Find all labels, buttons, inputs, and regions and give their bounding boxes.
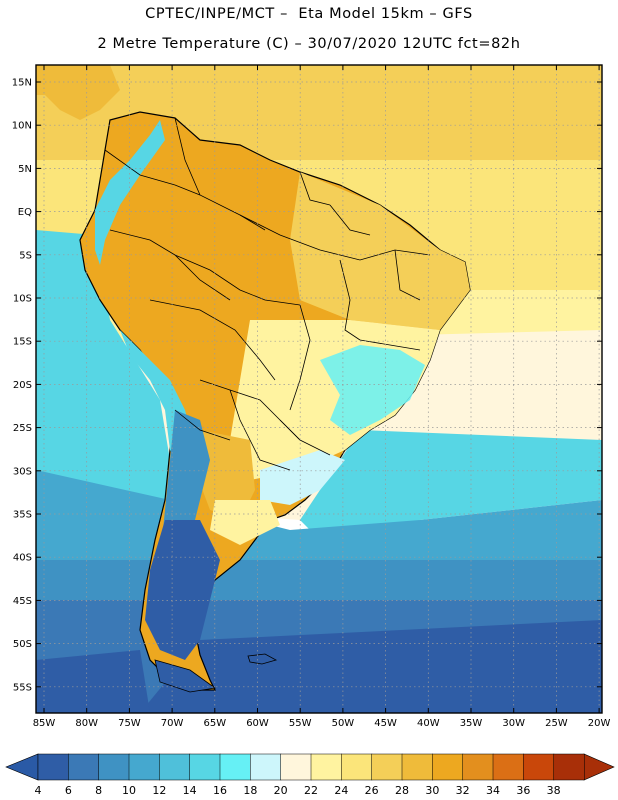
- colorbar-label: 34: [486, 784, 500, 797]
- colorbar-swatch: [462, 753, 494, 781]
- land-warm-argentina: [195, 430, 255, 520]
- lon-label: 35W: [460, 718, 483, 729]
- lat-label: 35S: [13, 510, 32, 521]
- lat-label: 45S: [13, 596, 32, 607]
- colorbar-label: 22: [304, 784, 318, 797]
- lat-label: 50S: [13, 639, 32, 650]
- land-pale-pampas: [210, 500, 280, 545]
- colorbar-swatch: [98, 753, 130, 781]
- colorbar-swatch: [68, 753, 100, 781]
- colorbar-label: 14: [183, 784, 197, 797]
- andes-north: [95, 120, 165, 265]
- lon-label: 20W: [588, 718, 611, 729]
- colorbar-swatch: [492, 753, 524, 781]
- map-title: CPTEC/INPE/MCT – Eta Model 15km – GFS: [145, 6, 473, 22]
- lat-label: EQ: [18, 207, 32, 218]
- ocean-deep-west: [36, 650, 150, 713]
- lat-label: 5N: [18, 164, 32, 175]
- lon-label: 80W: [75, 718, 98, 729]
- lon-label: 40W: [417, 718, 440, 729]
- colorbar-swatch: [371, 753, 403, 781]
- lat-label: 40S: [13, 553, 32, 564]
- colorbar-swatch: [310, 753, 342, 781]
- colorbar-label: 26: [365, 784, 379, 797]
- lon-label: 85W: [33, 718, 56, 729]
- colorbar-label: 24: [334, 784, 348, 797]
- lat-label: 20S: [13, 380, 32, 391]
- central-america: [36, 65, 120, 120]
- colorbar-label: 6: [65, 784, 72, 797]
- colorbar-swatch: [128, 753, 160, 781]
- lat-label: 10N: [12, 121, 32, 132]
- map-frame: [35, 64, 603, 714]
- colorbar: 4 6 8 10 12 14 16 18 20 22 24 26 28 30 32 34 36 38: [5, 753, 615, 797]
- colorbar-label: 4: [35, 784, 42, 797]
- latitude-axis: 15N 10N 5N EQ 5S 10S 15S 20S 25S 30S 35S 40S 45S 50S 5…: [12, 78, 602, 693]
- colorbar-label: 28: [395, 784, 409, 797]
- ocean-warm-west: [36, 230, 180, 520]
- patagonia-cold: [145, 520, 220, 660]
- lon-label: 50W: [332, 718, 355, 729]
- colorbar-swatch: [401, 753, 433, 781]
- lon-label: 55W: [289, 718, 312, 729]
- graticule: [36, 65, 602, 713]
- colorbar-label: 16: [213, 784, 227, 797]
- colorbar-label: 10: [122, 784, 136, 797]
- colorbar-swatch: [159, 753, 191, 781]
- lon-label: 70W: [161, 718, 184, 729]
- colorbar-label: 30: [425, 784, 439, 797]
- colorbar-swatch: [341, 753, 373, 781]
- colorbar-over-arrow: [583, 753, 615, 781]
- lat-label: 5S: [19, 250, 32, 261]
- colorbar-swatch: [523, 753, 555, 781]
- colorbar-swatch: [250, 753, 282, 781]
- colorbar-label: 32: [456, 784, 470, 797]
- lon-label: 75W: [118, 718, 141, 729]
- colorbar-swatch: [189, 753, 221, 781]
- colorbar-swatch: [280, 753, 312, 781]
- land-pale-uruguay: [260, 450, 345, 505]
- map-field: [36, 65, 602, 713]
- lat-label: 55S: [13, 682, 32, 693]
- lat-label: 30S: [13, 466, 32, 477]
- colorbar-label: 20: [274, 784, 288, 797]
- colorbar-swatch: [37, 753, 69, 781]
- tierra-del-fuego: [154, 659, 217, 693]
- colorbar-swatch: [432, 753, 464, 781]
- longitude-axis: 85W 80W 75W 70W 65W 60W 55W 50W 45W 40W 35W 30W 25W 2…: [33, 65, 611, 729]
- lat-label: 10S: [13, 294, 32, 305]
- land-cool-southeast: [320, 345, 425, 435]
- colorbar-label: 18: [243, 784, 257, 797]
- colorbar-swatch: [219, 753, 251, 781]
- lon-label: 60W: [246, 718, 269, 729]
- lat-label: 15S: [13, 337, 32, 348]
- colorbar-swatch: [553, 753, 585, 781]
- lon-label: 65W: [203, 718, 226, 729]
- lon-label: 25W: [545, 718, 568, 729]
- map-subtitle: 2 Metre Temperature (C) – 30/07/2020 12U…: [97, 36, 521, 52]
- lat-label: 25S: [13, 423, 32, 434]
- colorbar-label: 8: [95, 784, 102, 797]
- country-borders: [104, 117, 431, 471]
- lon-label: 30W: [502, 718, 525, 729]
- colorbar-label: 36: [516, 784, 530, 797]
- lon-label: 45W: [374, 718, 397, 729]
- falkland-islands: [247, 653, 278, 665]
- colorbar-label: 12: [152, 784, 166, 797]
- lat-label: 15N: [12, 78, 32, 89]
- colorbar-under-arrow: [5, 753, 39, 781]
- colorbar-label: 38: [547, 784, 561, 797]
